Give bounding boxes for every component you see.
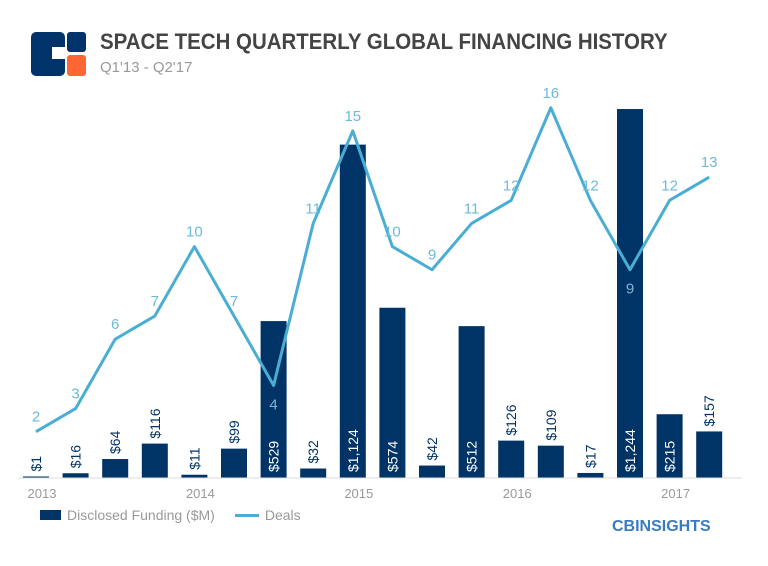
funding-bar	[379, 307, 406, 478]
deals-label: 11	[464, 200, 480, 217]
funding-label: $1,124	[345, 429, 361, 472]
funding-label: $42	[424, 437, 440, 461]
deals-label: 16	[542, 85, 559, 102]
legend-funding: Disclosed Funding ($M)	[67, 507, 215, 523]
funding-bar	[23, 476, 49, 478]
funding-bar	[458, 326, 485, 478]
funding-bar	[221, 448, 247, 478]
funding-label: $32	[305, 440, 321, 464]
deals-label: 13	[701, 154, 718, 171]
chart-subtitle: Q1'13 - Q2'17	[100, 59, 193, 76]
deals-label: 4	[269, 396, 277, 413]
x-tick-label: 2013	[28, 486, 57, 501]
deals-label: 12	[661, 177, 678, 194]
deals-label: 7	[230, 293, 238, 310]
legend-line-swatch	[234, 513, 259, 517]
x-tick-label: 2016	[503, 486, 532, 501]
deals-label: 10	[384, 224, 401, 241]
funding-bar	[577, 472, 604, 478]
funding-label: $215	[662, 441, 678, 472]
deals-label: 11	[305, 200, 321, 217]
funding-label: $1	[28, 456, 44, 472]
deals-label: 15	[344, 108, 361, 125]
funding-bar	[419, 465, 445, 478]
funding-bar	[102, 459, 129, 478]
funding-label: $157	[701, 395, 717, 426]
funding-label: $116	[147, 408, 163, 438]
deals-label: 9	[428, 247, 436, 264]
deals-label: 3	[71, 386, 79, 403]
funding-bar	[656, 414, 683, 478]
funding-bar	[300, 468, 327, 478]
deals-label: 7	[151, 293, 159, 310]
funding-bar	[181, 474, 208, 478]
funding-label: $64	[107, 430, 123, 454]
funding-label: $529	[266, 441, 282, 472]
legend-bar-swatch	[40, 510, 61, 520]
legend: Disclosed Funding ($M) Deals	[40, 507, 301, 523]
funding-label: $11	[186, 447, 202, 470]
funding-bar	[141, 443, 168, 478]
funding-label: $126	[503, 404, 519, 435]
chart-title: SPACE TECH QUARTERLY GLOBAL FINANCING HI…	[100, 29, 668, 54]
funding-label: $16	[68, 445, 84, 469]
funding-label: $1,244	[622, 429, 638, 472]
deals-label: 10	[186, 224, 203, 241]
funding-label: $512	[464, 441, 480, 472]
deals-label: 12	[503, 177, 520, 194]
cb-logo	[31, 32, 86, 76]
funding-bar	[696, 431, 723, 478]
funding-bar	[537, 445, 564, 478]
funding-bar	[339, 144, 366, 479]
deals-label: 6	[111, 316, 119, 333]
legend-deals: Deals	[264, 507, 301, 523]
x-tick-label: 2015	[344, 486, 373, 501]
funding-label: $574	[384, 441, 400, 472]
funding-label: $109	[543, 409, 559, 440]
funding-label: $99	[226, 420, 242, 444]
x-tick-label: 2014	[186, 486, 215, 501]
x-tick-label: 2017	[661, 486, 690, 501]
funding-label: $17	[582, 444, 598, 468]
deals-label: 12	[582, 177, 599, 194]
deals-label: 2	[32, 409, 40, 426]
deals-line	[35, 106, 710, 434]
funding-bar	[62, 473, 89, 478]
deals-label: 9	[626, 281, 634, 298]
funding-bar	[617, 109, 643, 478]
brand-logo: CBINSIGHTS	[612, 518, 711, 535]
funding-bar	[498, 440, 525, 478]
